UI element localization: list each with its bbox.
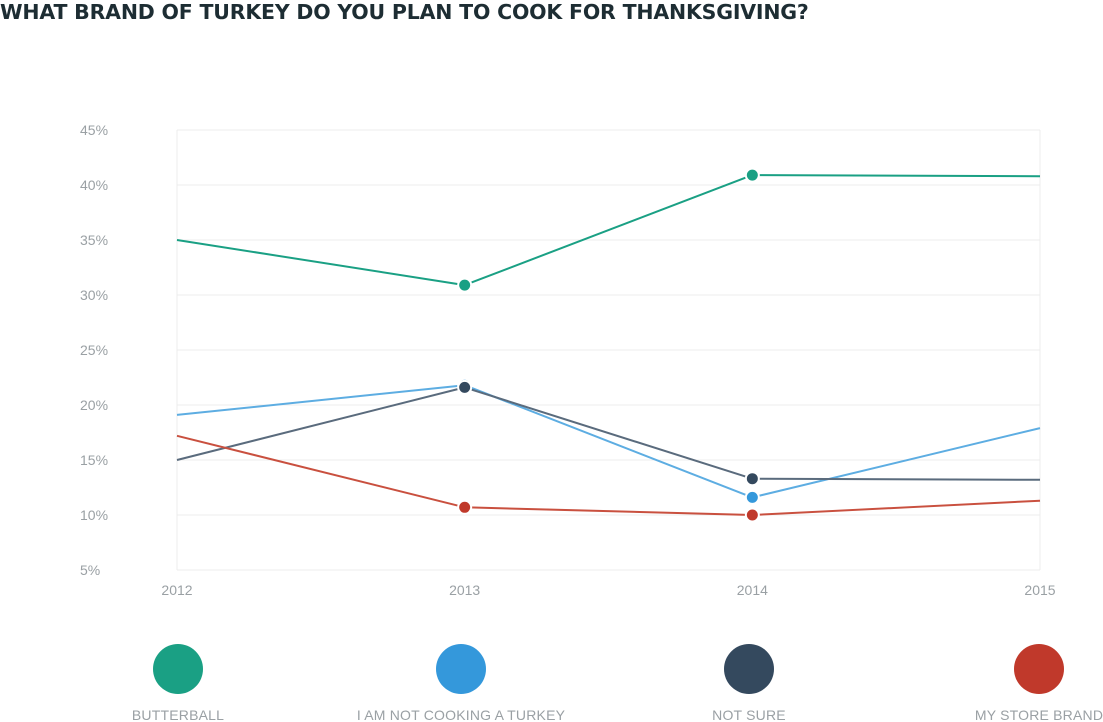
x-tick-label: 2013 [449, 582, 480, 598]
legend-label: I AM NOT COOKING A TURKEY [357, 707, 566, 722]
y-axis: 5% 10% 15% 20% 25% 30% 35% 40% 45% [80, 122, 108, 578]
series-line [176, 384, 1041, 499]
data-point [744, 167, 760, 183]
y-tick-label: 25% [80, 342, 108, 358]
data-point [457, 277, 473, 293]
series-line [176, 174, 1041, 287]
y-tick-label: 45% [80, 122, 108, 138]
y-tick-label: 10% [80, 507, 108, 523]
legend: BUTTERBALL I AM NOT COOKING A TURKEY NOT S… [132, 644, 1103, 722]
x-tick-label: 2015 [1024, 582, 1055, 598]
y-tick-label: 40% [80, 177, 108, 193]
data-point [744, 489, 760, 505]
series-lines [176, 174, 1041, 516]
series-line [176, 434, 1041, 516]
data-point [744, 507, 760, 523]
series-points [457, 167, 760, 523]
y-tick-label: 5% [80, 562, 100, 578]
x-axis: 2012 2013 2014 2015 [161, 582, 1055, 598]
data-point [744, 471, 760, 487]
grid [176, 129, 1041, 571]
x-tick-label: 2014 [737, 582, 768, 598]
y-tick-label: 35% [80, 232, 108, 248]
data-point [457, 499, 473, 515]
legend-swatch [153, 644, 203, 694]
legend-label: NOT SURE [712, 707, 786, 722]
x-tick-label: 2012 [161, 582, 192, 598]
legend-label: BUTTERBALL [132, 707, 224, 722]
legend-swatch [436, 644, 486, 694]
data-point [457, 379, 473, 395]
legend-label: MY STORE BRAND [975, 707, 1103, 722]
series-line [176, 386, 1041, 481]
legend-swatch [724, 644, 774, 694]
y-tick-label: 15% [80, 452, 108, 468]
legend-swatch [1014, 644, 1064, 694]
y-tick-label: 30% [80, 287, 108, 303]
chart-title: WHAT BRAND OF TURKEY DO YOU PLAN TO COOK… [0, 0, 809, 24]
y-tick-label: 20% [80, 397, 108, 413]
